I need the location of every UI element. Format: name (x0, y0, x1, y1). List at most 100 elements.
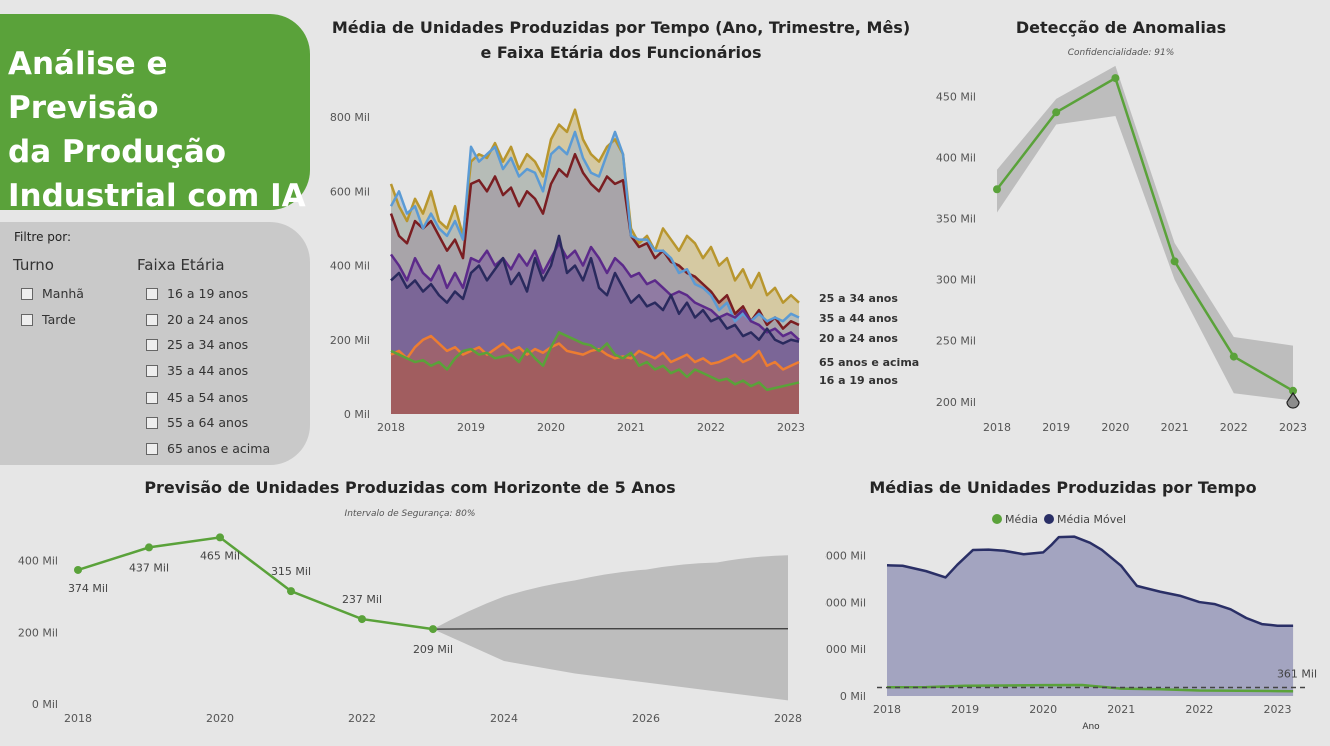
x-tick-label: 2023 (1279, 421, 1307, 434)
x-tick-label: 2021 (1161, 421, 1189, 434)
data-point (429, 625, 437, 634)
data-point (358, 615, 366, 624)
y-tick-label: 800 Mil (330, 111, 370, 124)
x-tick-label: 2020 (537, 421, 565, 434)
dashboard-title-card: Análise e Previsão da Produção Industria… (0, 14, 310, 214)
checkbox[interactable] (146, 391, 158, 404)
moving-average-chart: Médias de Unidades Produzidas por Tempo … (825, 478, 1317, 732)
y-tick-label: 400 Mil (18, 555, 58, 568)
chart3-subtitle: Intervalo de Segurança: 80% (345, 509, 476, 519)
y-tick-label: 200 Mil (330, 334, 370, 347)
filter-option-label: Tarde (42, 312, 76, 327)
series-line (390, 334, 800, 371)
filter-option-label: 45 a 54 anos (167, 390, 249, 405)
checkbox[interactable] (146, 442, 158, 455)
x-tick-label: 2018 (377, 421, 405, 434)
chart3-title: Previsão de Unidades Produzidas com Hori… (144, 478, 675, 497)
data-point (287, 587, 295, 596)
y-tick-label: 2000 Mil (825, 643, 866, 656)
anomaly-marker-icon (1286, 391, 1300, 409)
forecast-interval-band (433, 555, 788, 701)
x-tick-label: 2028 (774, 712, 802, 725)
x-tick-label: 2022 (1220, 421, 1248, 434)
filter-option-55-64[interactable]: 55 a 64 anos (146, 415, 248, 430)
data-label: 374 Mil (68, 582, 108, 595)
filter-option-16-19[interactable]: 16 a 19 anos (146, 286, 248, 301)
x-tick-label: 2022 (697, 421, 725, 434)
x-tick-label: 2023 (1263, 703, 1291, 716)
chart4-xlabel: Ano (1082, 722, 1100, 732)
x-tick-label: 2022 (1185, 703, 1213, 716)
legend-label: Média Móvel (1057, 513, 1126, 526)
y-tick-label: 250 Mil (936, 335, 976, 348)
checkbox[interactable] (21, 313, 33, 326)
x-tick-label: 2019 (951, 703, 979, 716)
series-line (389, 152, 800, 330)
filter-turno-title: Turno (13, 256, 54, 274)
filter-option-label: 20 a 24 anos (167, 312, 249, 327)
filter-header: Filtre por: (14, 230, 71, 244)
filter-option-45-54[interactable]: 45 a 54 anos (146, 390, 248, 405)
data-point (216, 533, 224, 542)
series-line (77, 536, 434, 631)
filter-option-label: Manhã (42, 286, 84, 301)
checkbox[interactable] (146, 287, 158, 300)
chart1-subtitle: e Faixa Etária dos Funcionários (481, 43, 762, 62)
data-point (74, 565, 82, 574)
checkbox[interactable] (146, 313, 158, 326)
series-line (389, 130, 800, 323)
confidence-band (997, 65, 1293, 401)
series-line (390, 331, 800, 392)
area-chart-age-groups: Média de Unidades Produzidas por Tempo (… (330, 18, 919, 434)
y-tick-label: 400 Mil (330, 260, 370, 273)
data-label: 437 Mil (129, 561, 169, 574)
filter-option-label: 16 a 19 anos (167, 286, 249, 301)
x-tick-label: 2023 (777, 421, 805, 434)
filter-option-label: 65 anos e acima (167, 441, 271, 456)
moving-average-area (887, 536, 1294, 696)
series-line (389, 242, 800, 341)
series-end-label: 25 a 34 anos (819, 292, 898, 305)
data-label: 315 Mil (271, 565, 311, 578)
reference-label: 361 Mil (1277, 668, 1317, 681)
checkbox[interactable] (146, 338, 158, 351)
data-point (1289, 386, 1297, 395)
y-tick-label: 200 Mil (18, 626, 58, 639)
data-label: 209 Mil (413, 643, 453, 656)
legend-label: Média (1005, 513, 1038, 526)
moving-average-line (886, 535, 1294, 627)
average-line (886, 683, 1294, 693)
x-tick-label: 2020 (206, 712, 234, 725)
y-tick-label: 4000 Mil (825, 596, 866, 609)
dashboard-title: Análise e Previsão da Produção Industria… (8, 42, 310, 218)
dashboard-title-line-1: Análise e Previsão (8, 46, 168, 126)
data-point (1111, 74, 1120, 83)
filter-option-manha[interactable]: Manhã (21, 286, 84, 301)
checkbox[interactable] (146, 416, 158, 429)
filter-option-20-24[interactable]: 20 a 24 anos (146, 312, 248, 327)
filter-option-35-44[interactable]: 35 a 44 anos (146, 363, 248, 378)
y-tick-label: 0 Mil (32, 698, 58, 711)
checkbox[interactable] (21, 287, 33, 300)
x-tick-label: 2024 (490, 712, 518, 725)
data-point (993, 185, 1001, 194)
checkbox[interactable] (146, 364, 158, 377)
legend-marker (992, 514, 1002, 524)
filter-option-label: 35 a 44 anos (167, 363, 249, 378)
x-tick-label: 2020 (1029, 703, 1057, 716)
filter-option-65-plus[interactable]: 65 anos e acima (146, 441, 270, 456)
x-tick-label: 2022 (348, 712, 376, 725)
y-tick-label: 400 Mil (936, 152, 976, 165)
series-line (390, 234, 800, 345)
filter-option-tarde[interactable]: Tarde (21, 312, 76, 327)
data-label: 465 Mil (200, 549, 240, 562)
series-end-label: 65 anos e acima (819, 356, 919, 369)
filter-option-label: 25 a 34 anos (167, 337, 249, 352)
y-tick-label: 6000 Mil (825, 549, 866, 562)
x-tick-label: 2019 (457, 421, 485, 434)
filter-option-25-34[interactable]: 25 a 34 anos (146, 337, 248, 352)
data-point (1229, 352, 1238, 361)
x-tick-label: 2026 (632, 712, 660, 725)
filter-panel: Filtre por: Turno Faixa Etária Manhã Tar… (0, 222, 310, 465)
y-tick-label: 0 Mil (344, 408, 370, 421)
